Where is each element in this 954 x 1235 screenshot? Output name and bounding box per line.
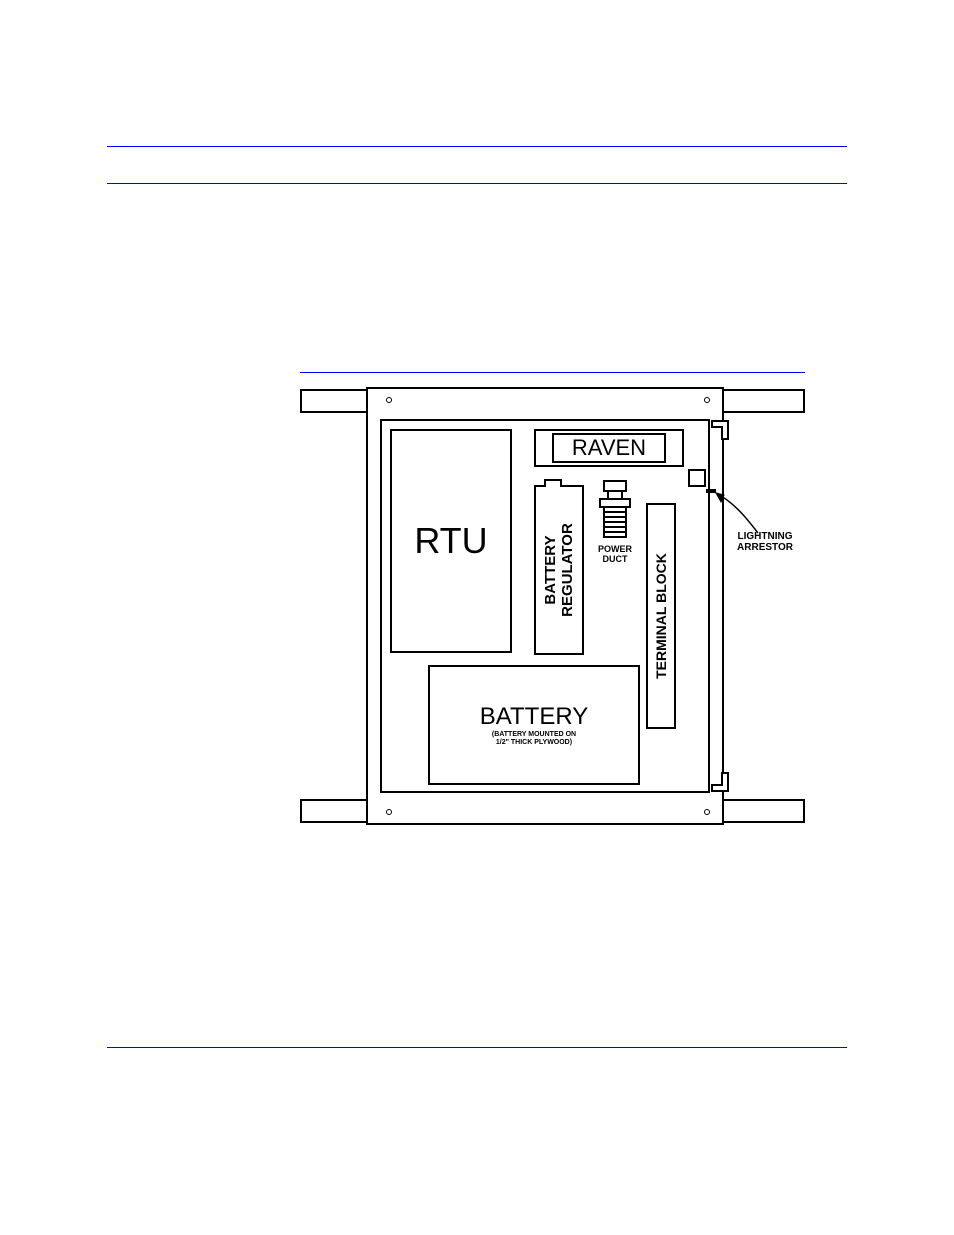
battery-label: BATTERY — [480, 703, 588, 731]
rule-4 — [107, 1047, 847, 1048]
rule-3 — [300, 372, 805, 373]
rule-1 — [107, 146, 847, 147]
battery-sublabel: (BATTERY MOUNTED ON 1/2" THICK PLYWOOD) — [492, 731, 576, 746]
mount-hole — [704, 809, 710, 815]
terminal-block-box: TERMINAL BLOCK — [646, 503, 676, 729]
rule-2 — [107, 183, 847, 184]
battery-regulator-box: BATTERY REGULATOR — [534, 485, 584, 655]
rtu-label: RTU — [414, 520, 487, 562]
raven-box: RAVEN — [552, 433, 666, 463]
mount-hole — [386, 397, 392, 403]
mount-hole — [704, 397, 710, 403]
power-duct-part — [596, 479, 634, 543]
bracket-top — [710, 419, 730, 441]
lightning-arrestor-label: LIGHTNING ARRESTOR — [728, 531, 802, 553]
regulator-tab — [544, 479, 562, 487]
mount-hole — [386, 809, 392, 815]
arrestor-stub — [706, 489, 716, 493]
raven-label: RAVEN — [572, 435, 646, 461]
bracket-bottom — [710, 771, 730, 793]
battery-regulator-label: BATTERY REGULATOR — [542, 523, 576, 617]
power-duct-label: POWER DUCT — [594, 545, 636, 565]
battery-box: BATTERY (BATTERY MOUNTED ON 1/2" THICK P… — [428, 665, 640, 785]
arrestor-port — [688, 469, 706, 487]
terminal-block-label: TERMINAL BLOCK — [653, 553, 669, 679]
enclosure-diagram: RTU RAVEN BATTERY REGULATOR POWER DUCT — [300, 375, 805, 835]
rtu-box: RTU — [390, 429, 512, 653]
